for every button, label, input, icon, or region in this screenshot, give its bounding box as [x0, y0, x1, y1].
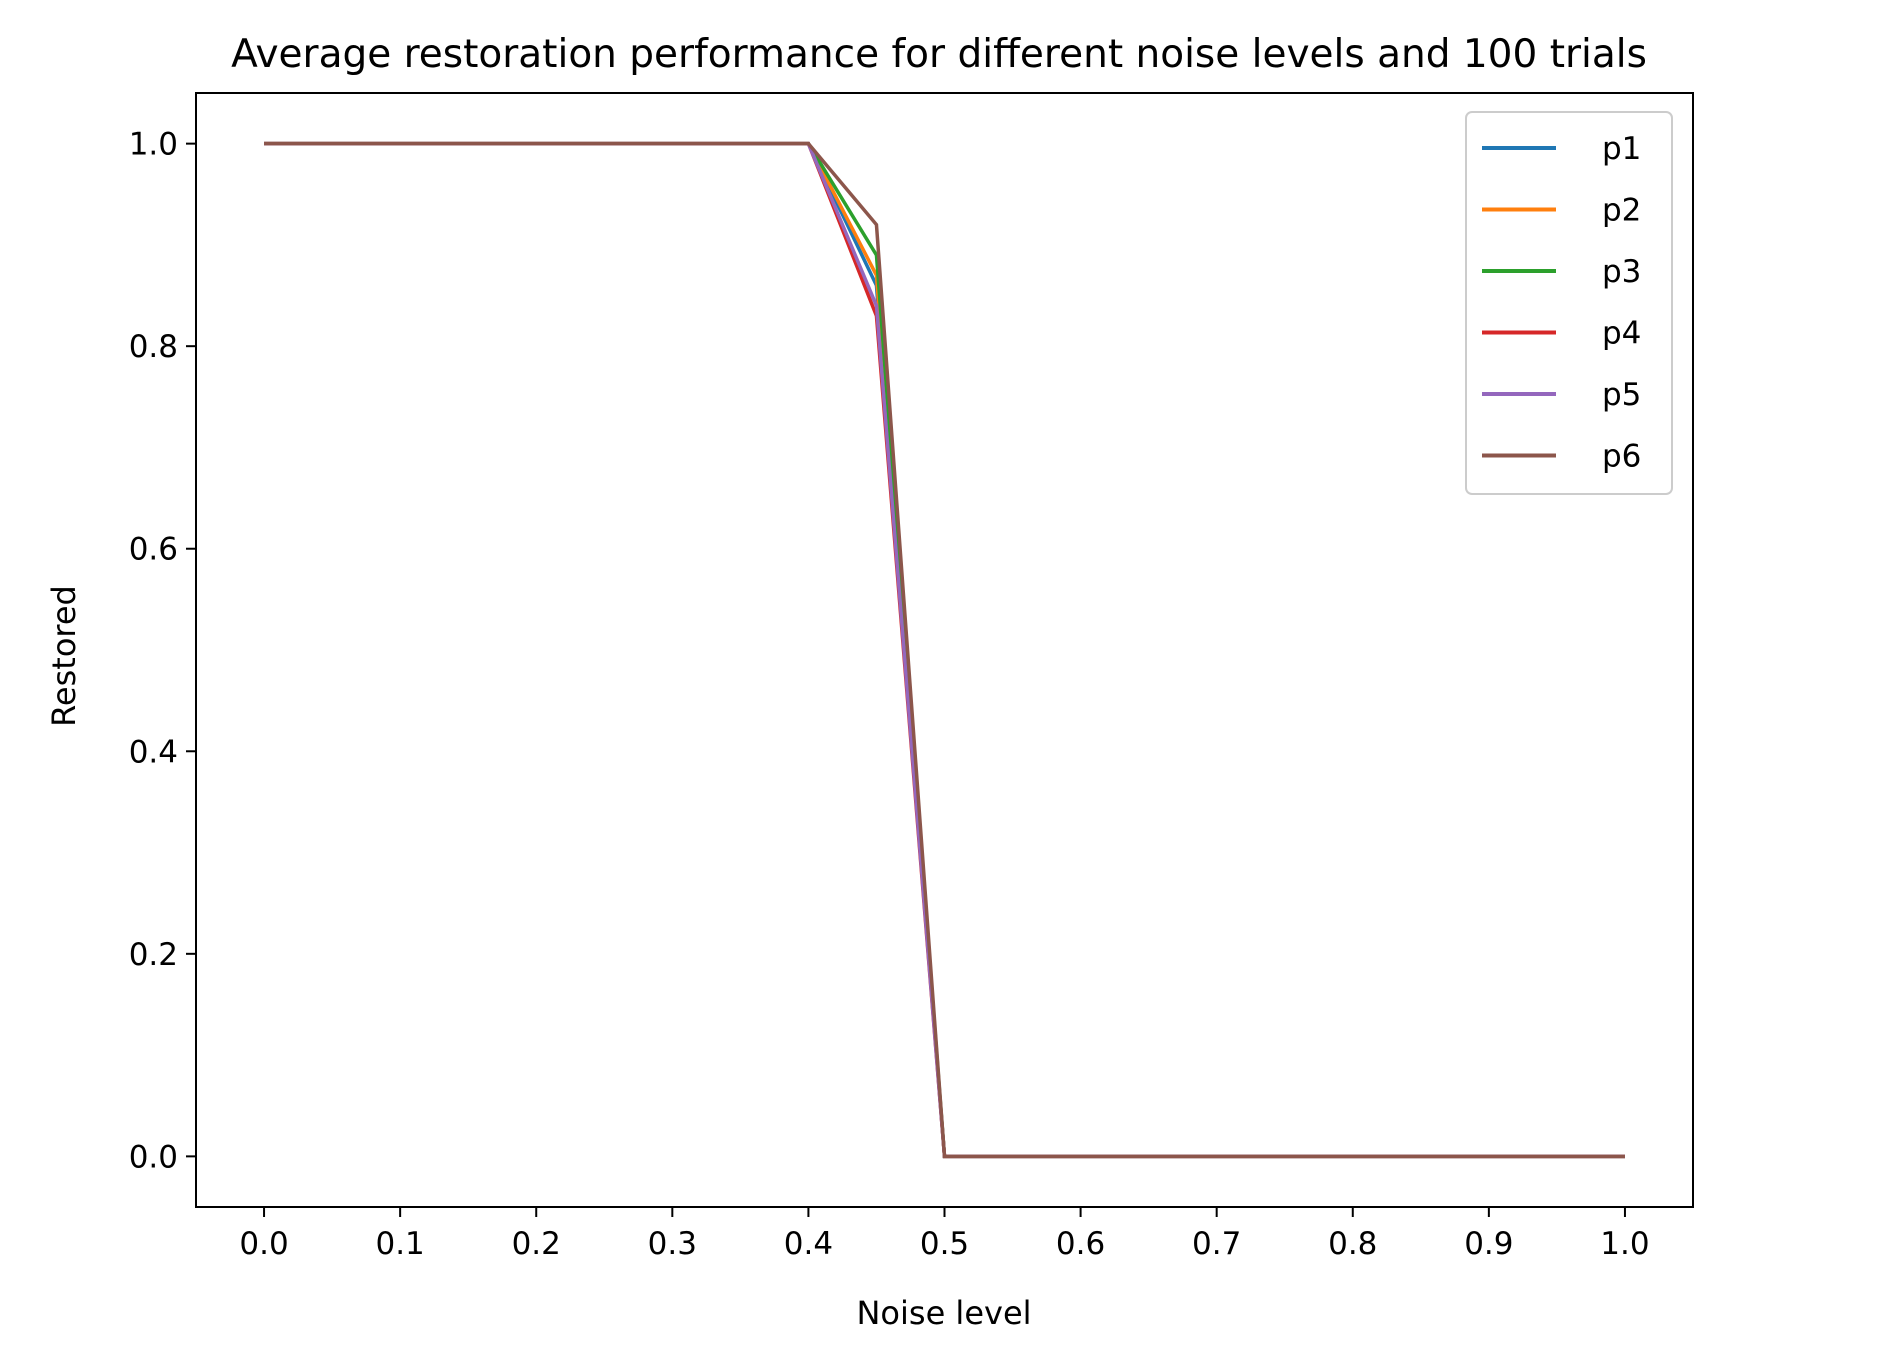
x-tick-label: 0.2	[512, 1226, 561, 1262]
legend-label-p3: p3	[1602, 254, 1641, 290]
x-tick-label: 0.4	[784, 1226, 833, 1262]
legend-label-p6: p6	[1602, 439, 1641, 475]
chart-title: Average restoration performance for diff…	[231, 32, 1647, 77]
y-tick-label: 1.0	[129, 127, 178, 163]
y-axis-ticks: 0.0 0.2 0.4 0.6 0.8 1.0	[129, 127, 196, 1175]
series-lines	[264, 141, 1625, 1159]
x-tick-label: 0.0	[239, 1226, 288, 1262]
plot-frame	[195, 92, 1694, 1208]
x-tick-label: 1.0	[1600, 1226, 1649, 1262]
legend-label-p2: p2	[1602, 193, 1641, 229]
x-tick-label: 0.5	[920, 1226, 969, 1262]
y-tick-label: 0.0	[129, 1139, 178, 1175]
x-tick-label: 0.3	[648, 1226, 697, 1262]
x-tick-label: 0.7	[1192, 1226, 1241, 1262]
x-axis-label: Noise level	[856, 1294, 1031, 1332]
legend-label-p1: p1	[1602, 131, 1641, 167]
x-tick-label: 0.6	[1056, 1226, 1105, 1262]
legend-box	[1465, 111, 1673, 495]
x-tick-label: 0.8	[1328, 1226, 1377, 1262]
y-tick-label: 0.2	[129, 937, 178, 973]
y-tick-label: 0.4	[129, 734, 178, 770]
y-tick-label: 0.6	[129, 532, 178, 568]
series-line-p6	[264, 141, 1625, 1159]
legend-label-p4: p4	[1602, 316, 1641, 352]
legend-label-p5: p5	[1602, 377, 1641, 413]
legend: p1 p2 p3 p4 p5 p6	[1465, 111, 1673, 495]
y-tick-label: 0.8	[129, 329, 178, 365]
y-axis-label: Restored	[45, 585, 83, 727]
x-tick-label: 0.1	[375, 1226, 424, 1262]
x-tick-label: 0.9	[1464, 1226, 1513, 1262]
plot-area	[196, 93, 1693, 1207]
x-axis-ticks: 0.0 0.1 0.2 0.3 0.4 0.5 0.6 0.7 0.8 0.9 1.0	[239, 1207, 1650, 1262]
